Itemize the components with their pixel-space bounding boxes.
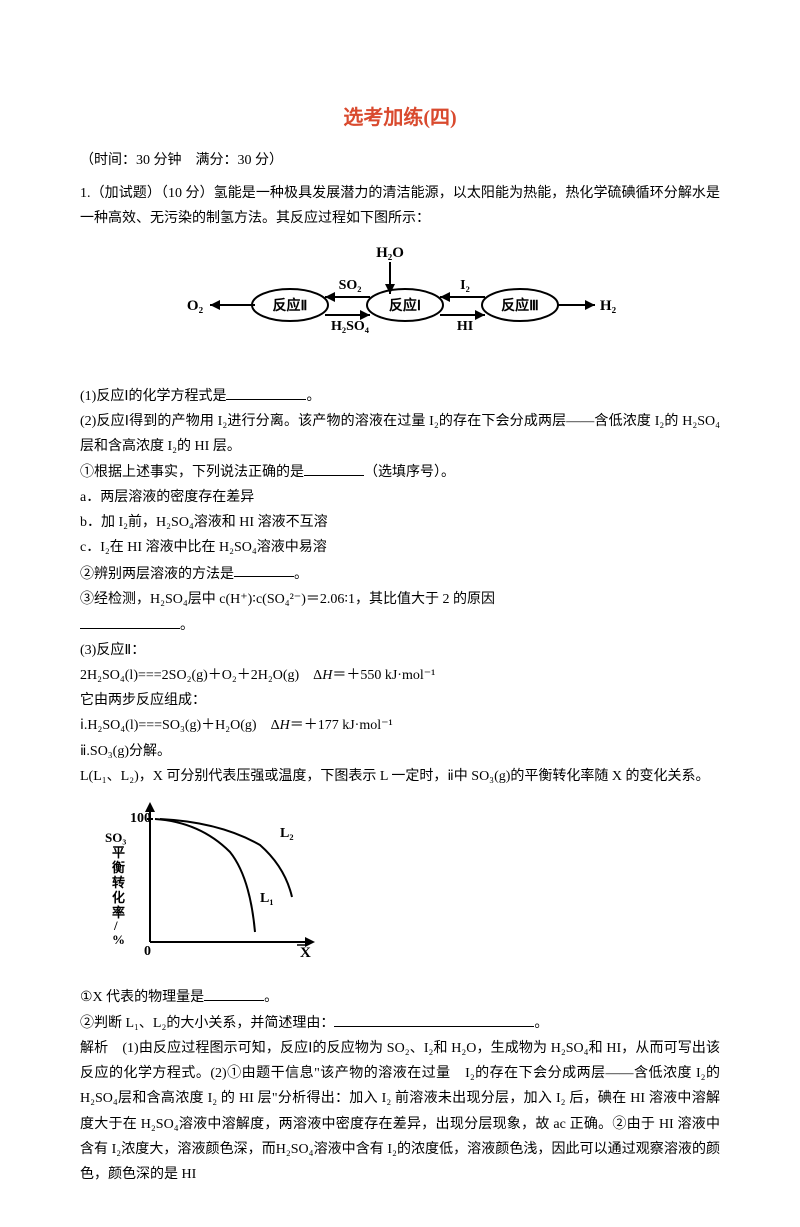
period: 。	[306, 389, 320, 404]
q1-1-text: (1)反应Ⅰ的化学方程式是	[80, 389, 226, 404]
eq-i-c: ⁻¹	[381, 718, 393, 733]
svg-text:SO₃: SO₃	[105, 830, 126, 845]
blank	[304, 459, 364, 476]
q1-2-3b: 。	[180, 618, 194, 633]
eq-i: ⅰ.H₂SO₄(l)===SO₃(g)＋H₂O(g) ΔH＝＋177 kJ·mo…	[80, 713, 720, 738]
two-step: 它由两步反应组成：	[80, 688, 720, 713]
svg-text:L₁: L₁	[260, 891, 274, 906]
svg-text:衡: 衡	[112, 860, 125, 875]
svg-text:I₂: I₂	[460, 278, 470, 293]
svg-text:0: 0	[144, 944, 151, 959]
svg-text:H₂O: H₂O	[376, 245, 404, 261]
svg-text:%: %	[112, 932, 125, 947]
eq-ii: ⅱ.SO₃(g)分解。	[80, 739, 720, 764]
q1-3-1b: 。	[264, 990, 278, 1005]
eq-main-b: ＝＋550 kJ·mol	[332, 668, 423, 683]
opt-b: b．加 I₂前，H₂SO₄溶液和 HI 溶液不互溶	[80, 510, 720, 535]
eq-main-a: 2H₂SO₄(l)===2SO₂(g)＋O₂＋2H₂O(g) Δ	[80, 668, 322, 683]
q1-1: (1)反应Ⅰ的化学方程式是 。	[80, 383, 720, 409]
blank	[204, 984, 264, 1001]
q1-2-3-blank: 。	[80, 612, 720, 638]
q1-intro: 1.（加试题）（10 分）氢能是一种极具发展潜力的清洁能源，以太阳能为热能，热化…	[80, 181, 720, 231]
q1-2-2b: 。	[294, 566, 308, 581]
svg-text:X: X	[300, 945, 311, 961]
svg-text:SO₂: SO₂	[339, 278, 362, 293]
q1-3-2a: ②判断 L₁、L₂的大小关系，并简述理由：	[80, 1016, 334, 1031]
exam-meta: （时间：30 分钟 满分：30 分）	[80, 148, 720, 173]
svg-text:反应Ⅱ: 反应Ⅱ	[273, 297, 308, 314]
q1-2-1: ①根据上述事实，下列说法正确的是 （选填序号）。	[80, 459, 720, 485]
eq-main: 2H₂SO₄(l)===2SO₂(g)＋O₂＋2H₂O(g) ΔH＝＋550 k…	[80, 663, 720, 688]
q1-2: (2)反应Ⅰ得到的产物用 I₂进行分离。该产物的溶液在过量 I₂的存在下会分成两…	[80, 409, 720, 459]
svg-text:反应Ⅰ: 反应Ⅰ	[389, 297, 421, 314]
page-title: 选考加练(四)	[80, 100, 720, 136]
blank	[80, 612, 180, 629]
deltaH: H	[280, 718, 290, 733]
q1-2-1a: ①根据上述事实，下列说法正确的是	[80, 465, 304, 480]
q1-2-3: ③经检测，H₂SO₄层中 c(H⁺)∶c(SO₄²⁻)＝2.06∶1，其比值大于…	[80, 587, 720, 612]
deltaH: H	[322, 668, 332, 683]
svg-text:H₂: H₂	[600, 298, 617, 314]
process-diagram: H₂O O₂ 反应Ⅱ SO₂ H₂SO₄ 反应Ⅰ I₂ HI 反应Ⅲ	[80, 242, 720, 371]
eq-i-a: ⅰ.H₂SO₄(l)===SO₃(g)＋H₂O(g) Δ	[80, 718, 280, 733]
eq-main-c: ⁻¹	[424, 668, 436, 683]
blank	[334, 1010, 534, 1027]
q1-2-1b: （选填序号）。	[364, 465, 455, 480]
eq-i-b: ＝＋177 kJ·mol	[290, 718, 381, 733]
svg-text:HI: HI	[457, 319, 473, 334]
q1-2-2a: ②辨别两层溶液的方法是	[80, 566, 234, 581]
svg-text:化: 化	[112, 890, 125, 905]
q1-3-2: ②判断 L₁、L₂的大小关系，并简述理由： 。	[80, 1010, 720, 1036]
svg-text:平: 平	[112, 845, 125, 860]
q1-3: (3)反应Ⅱ：	[80, 638, 720, 663]
lx-desc: L(L₁、L₂)，X 可分别代表压强或温度，下图表示 L 一定时，ⅱ中 SO₃(…	[80, 764, 720, 789]
svg-text:L₂: L₂	[280, 826, 294, 841]
svg-text:转: 转	[112, 875, 125, 890]
opt-a: a．两层溶液的密度存在差异	[80, 485, 720, 510]
svg-text:/: /	[113, 918, 118, 933]
conversion-graph: 100 0 SO₃ 平 衡 转 化 率 / % L₁ L₂ X	[100, 797, 720, 976]
q1-3-2b: 。	[534, 1016, 548, 1031]
q1-3-1: ①X 代表的物理量是 。	[80, 984, 720, 1010]
blank	[226, 383, 306, 400]
opt-c: c．I₂在 HI 溶液中比在 H₂SO₄溶液中易溶	[80, 535, 720, 560]
svg-text:H₂SO₄: H₂SO₄	[331, 319, 370, 334]
q1-3-1a: ①X 代表的物理量是	[80, 990, 204, 1005]
q1-2-2: ②辨别两层溶液的方法是 。	[80, 561, 720, 587]
svg-text:反应Ⅲ: 反应Ⅲ	[501, 297, 539, 314]
blank	[234, 561, 294, 578]
answer: 解析 (1)由反应过程图示可知，反应Ⅰ的反应物为 SO₂、I₂和 H₂O，生成物…	[80, 1036, 720, 1187]
svg-text:O₂: O₂	[187, 298, 204, 314]
